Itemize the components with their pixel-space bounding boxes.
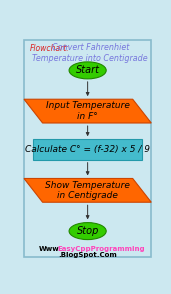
Bar [33,139,142,160]
Ellipse shape [69,62,106,79]
Text: Www.: Www. [39,246,62,252]
Text: Start: Start [76,65,100,75]
Text: EasyCppProgramming: EasyCppProgramming [57,246,145,252]
Text: Calculate C° = (f-32) x 5 / 9: Calculate C° = (f-32) x 5 / 9 [25,145,150,154]
Polygon shape [24,99,151,123]
Text: .BlogSpot.Com: .BlogSpot.Com [58,252,117,258]
Text: Input Temperature
in F°: Input Temperature in F° [46,101,130,121]
Polygon shape [24,178,151,202]
Ellipse shape [69,223,106,240]
Text: Flowchart:: Flowchart: [29,44,69,53]
FancyBboxPatch shape [24,40,151,257]
Text: Show Temperature
in Centigrade: Show Temperature in Centigrade [45,181,130,200]
Text: Convert Fahrenhiet
Temperature into Centigrade: Convert Fahrenhiet Temperature into Cent… [32,43,148,63]
Text: Stop: Stop [76,226,99,236]
